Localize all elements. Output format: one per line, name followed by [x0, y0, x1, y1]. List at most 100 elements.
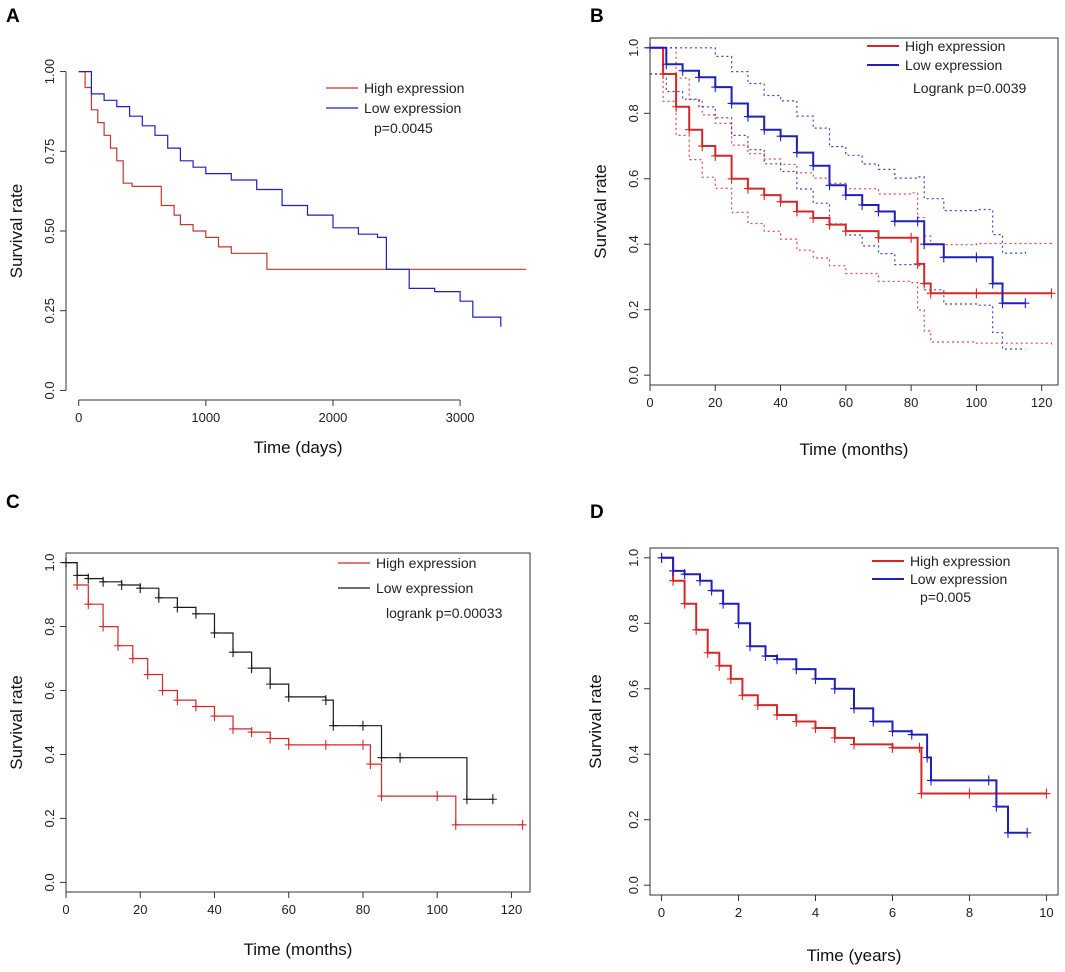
censor-mark [920, 239, 929, 250]
censor-mark [1047, 288, 1056, 299]
x-axis-label: Time (months) [244, 940, 353, 959]
x-tick-label: 0 [658, 905, 665, 920]
x-tick-label: 0 [62, 902, 69, 917]
censor-mark [685, 124, 694, 135]
censor-mark [917, 788, 926, 799]
censor-mark [154, 592, 163, 603]
censor-mark [73, 579, 82, 590]
y-tick-label: 0.6 [626, 170, 641, 188]
censor-mark [711, 150, 720, 161]
censor-mark [825, 219, 834, 230]
p-value-annotation: p=0.0045 [374, 120, 433, 136]
panel-letter: A [6, 6, 20, 27]
confidence-band [650, 73, 1026, 350]
censor-mark [773, 654, 782, 665]
censor-mark [830, 732, 839, 743]
y-tick-label: 0.8 [626, 614, 641, 632]
series-line-low [650, 46, 1026, 305]
censor-mark [841, 226, 850, 237]
censor-mark [433, 791, 442, 802]
censor-mark [173, 695, 182, 706]
censor-mark [734, 618, 743, 629]
censor-mark [1023, 827, 1032, 838]
x-tick-label: 3000 [446, 410, 475, 425]
x-tick-label: 20 [708, 395, 722, 410]
y-axis-label: Survival rate [591, 164, 610, 258]
x-tick-label: 60 [281, 902, 295, 917]
censor-mark [830, 683, 839, 694]
censor-mark [915, 742, 924, 753]
y-tick-label: 0.4 [626, 745, 641, 763]
x-tick-label: 2000 [318, 410, 347, 425]
censor-mark [841, 190, 850, 201]
censor-mark [247, 663, 256, 674]
censor-mark [266, 733, 275, 744]
censor-mark [719, 598, 728, 609]
censor-mark [888, 726, 897, 737]
censor-mark [890, 216, 899, 227]
legend-entry: High expression [910, 553, 1010, 569]
panel-d: D 0 2 4 6 8 10 0.0 0.2 0.4 0.6 0.8 1.0 Time (years) Su… [586, 502, 1059, 965]
censor-mark [451, 819, 460, 830]
censor-mark [738, 690, 747, 701]
y-tick-label: 0.0 [42, 381, 57, 399]
censor-mark [210, 627, 219, 638]
censor-mark [711, 82, 720, 93]
y-tick-label: 0.2 [626, 301, 641, 319]
censor-mark [321, 739, 330, 750]
censor-mark [669, 575, 678, 586]
censor-mark [809, 160, 818, 171]
x-tick-label: 100 [426, 902, 448, 917]
x-tick-label: 4 [812, 905, 819, 920]
censor-mark [707, 585, 716, 596]
censor-mark [760, 190, 769, 201]
x-tick-label: 20 [133, 902, 147, 917]
y-tick-label: 0.25 [42, 298, 57, 323]
censor-mark [696, 575, 705, 586]
censor-mark [727, 173, 736, 184]
censor-mark [760, 124, 769, 135]
legend-entry: Low expression [376, 580, 473, 596]
y-tick-label: 1.0 [626, 549, 641, 567]
censor-mark [972, 288, 981, 299]
censor-mark [773, 709, 782, 720]
x-tick-label: 80 [904, 395, 918, 410]
censor-mark [874, 232, 883, 243]
censor-mark [811, 673, 820, 684]
y-tick-label: 1.0 [626, 39, 641, 57]
series-line-low [66, 562, 493, 800]
y-axis-label: Survival rate [586, 674, 605, 768]
y-tick-label: 0.8 [626, 104, 641, 122]
censor-mark [792, 147, 801, 158]
y-tick-label: 0.50 [42, 218, 57, 243]
censor-mark [988, 278, 997, 289]
legend-entry: Low expression [910, 571, 1007, 587]
censor-mark [776, 196, 785, 207]
censor-mark [972, 252, 981, 263]
y-tick-label: 1.0 [42, 554, 57, 572]
series-line-low [78, 71, 502, 327]
p-value-annotation: Logrank p=0.0039 [913, 80, 1026, 96]
censor-mark [998, 298, 1007, 309]
series-line-high [661, 556, 1047, 795]
x-tick-label: 8 [966, 905, 973, 920]
panel-b: B 0 20 40 60 80 100 120 0.0 0.2 0.4 0.6 0.8 1.0 Time (… [590, 6, 1059, 459]
censor-mark [965, 788, 974, 799]
plot-frame [65, 552, 531, 893]
censor-mark [984, 775, 993, 786]
y-tick-label: 0.4 [626, 235, 641, 253]
censor-mark [746, 641, 755, 652]
censor-mark [776, 131, 785, 142]
censor-mark [907, 232, 916, 243]
y-tick-label: 0.0 [42, 873, 57, 891]
censor-mark [143, 669, 152, 680]
series-line-low [661, 556, 1028, 834]
censor-mark [913, 216, 922, 227]
censor-mark [694, 72, 703, 83]
censor-mark [692, 624, 701, 635]
censor-mark [366, 759, 375, 770]
censor-mark [888, 742, 897, 753]
series-line-high [66, 562, 523, 826]
censor-mark [377, 791, 386, 802]
x-tick-label: 10 [1039, 905, 1053, 920]
